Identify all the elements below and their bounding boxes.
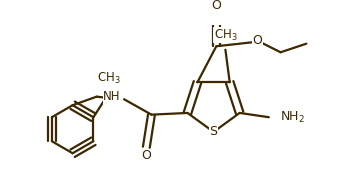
Text: O: O	[211, 0, 221, 12]
Text: O: O	[141, 149, 151, 162]
Text: S: S	[210, 125, 218, 138]
Text: NH$_2$: NH$_2$	[280, 110, 305, 125]
Text: NH: NH	[103, 90, 121, 103]
Text: CH$_3$: CH$_3$	[214, 28, 237, 43]
Text: CH$_3$: CH$_3$	[97, 70, 121, 85]
Text: O: O	[252, 34, 262, 47]
